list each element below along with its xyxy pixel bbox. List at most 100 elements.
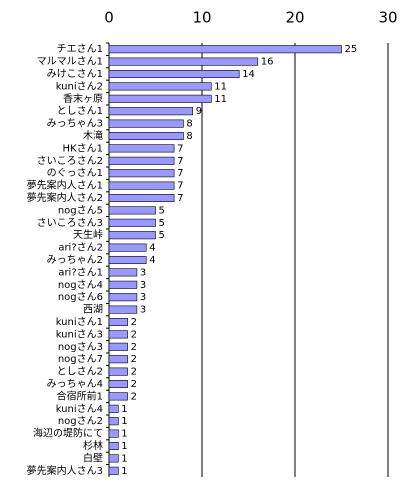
x-tick-label: 30 [378, 9, 397, 27]
bar [108, 355, 128, 364]
bar [108, 268, 138, 277]
bar [108, 57, 259, 66]
y-tick-label: nogさん5 [58, 204, 103, 216]
y-tick-label: みっちゃん3 [47, 118, 103, 130]
bar [108, 119, 184, 128]
y-tick-label: 夢先案内人さん3 [27, 464, 103, 477]
y-tick-label: としさん2 [57, 366, 103, 378]
bar [108, 82, 212, 91]
value-label: 4 [149, 255, 155, 266]
bar [108, 429, 119, 438]
value-label: 3 [140, 292, 146, 303]
bar [108, 181, 175, 190]
value-label: 3 [140, 280, 146, 291]
y-tick-label: nogさん2 [58, 415, 103, 427]
bar [108, 441, 119, 451]
bar [108, 169, 175, 178]
bar [108, 342, 128, 351]
bar [108, 255, 147, 265]
y-tick-label: ari?さん2 [58, 242, 103, 254]
value-label: 5 [159, 205, 165, 216]
value-label: 8 [186, 131, 192, 142]
value-label: 25 [345, 44, 358, 55]
bar [108, 107, 193, 116]
bar [108, 193, 175, 203]
bar [108, 466, 119, 475]
y-tick-label: kuniさん1 [56, 316, 103, 328]
value-label: 7 [177, 193, 183, 204]
bar [108, 454, 119, 463]
value-label: 7 [177, 168, 183, 179]
value-label: 1 [121, 416, 127, 427]
bar [108, 218, 156, 227]
y-tick-label: 夢先案内人さん2 [27, 191, 103, 204]
y-tick-label: マルマルさん1 [37, 56, 103, 68]
y-tick-label: 白壁 [83, 451, 103, 464]
y-tick-label: チエさん1 [57, 43, 103, 55]
bar [108, 330, 128, 339]
bar [108, 317, 128, 327]
bar [108, 144, 175, 153]
value-label: 5 [159, 218, 165, 229]
value-label: 1 [121, 429, 127, 440]
value-label: 7 [177, 143, 183, 154]
value-label: 2 [131, 342, 137, 353]
value-label: 1 [121, 466, 127, 477]
value-label: 11 [214, 94, 227, 105]
value-label: 2 [131, 379, 137, 390]
value-label: 7 [177, 156, 183, 167]
y-tick-label: みっちゃん2 [47, 254, 103, 266]
y-tick-label: 西湖 [83, 304, 103, 316]
y-tick-label: kuniさん4 [56, 403, 103, 415]
y-tick-label: のぐっさん1 [47, 167, 103, 179]
x-tick-label: 10 [192, 9, 211, 27]
y-tick-label: kuniさん2 [56, 80, 103, 92]
bar [108, 293, 138, 302]
value-label: 1 [121, 441, 127, 452]
y-tick-label: 木滝 [83, 130, 103, 142]
value-label: 2 [131, 367, 137, 378]
y-tick-label: nogさん4 [58, 279, 103, 291]
bar [108, 156, 175, 165]
bar [108, 45, 342, 54]
bar [108, 392, 128, 401]
bar [108, 404, 119, 413]
bar [108, 206, 156, 215]
y-tick-label: nogさん3 [58, 341, 103, 353]
bar [108, 367, 128, 376]
value-label: 2 [131, 317, 137, 328]
bar [108, 243, 147, 252]
value-label: 2 [131, 391, 137, 402]
y-tick-label: 天生峠 [73, 228, 103, 241]
value-label: 7 [177, 181, 183, 192]
x-tick-label: 0 [104, 9, 114, 27]
y-tick-label: みっちゃん4 [47, 378, 103, 390]
value-label: 3 [140, 305, 146, 316]
value-label: 3 [140, 267, 146, 278]
bar [108, 280, 138, 289]
value-label: 2 [131, 354, 137, 365]
value-label: 1 [121, 453, 127, 464]
bar [108, 69, 240, 79]
y-tick-label: kuniさん3 [56, 328, 103, 340]
bar [108, 305, 138, 314]
y-tick-label: 合宿所前1 [57, 389, 103, 402]
value-label: 11 [214, 81, 227, 92]
bar [108, 131, 184, 141]
y-tick-label: さいころさん3 [37, 217, 103, 229]
bar [108, 231, 156, 240]
bar [108, 417, 119, 426]
bar [108, 379, 128, 389]
y-tick-label: 杉林 [83, 439, 103, 452]
value-label: 14 [242, 69, 255, 80]
value-label: 2 [131, 329, 137, 340]
y-tick-label: nogさん6 [58, 291, 103, 303]
y-tick-label: nogさん7 [58, 353, 103, 365]
y-tick-label: HKさん1 [63, 142, 103, 154]
value-label: 4 [149, 243, 155, 254]
x-tick-label: 20 [285, 9, 304, 27]
y-tick-label: ari?さん1 [58, 266, 103, 278]
y-tick-label: みけこさん1 [47, 68, 103, 80]
y-tick-label: としさん1 [57, 105, 103, 117]
